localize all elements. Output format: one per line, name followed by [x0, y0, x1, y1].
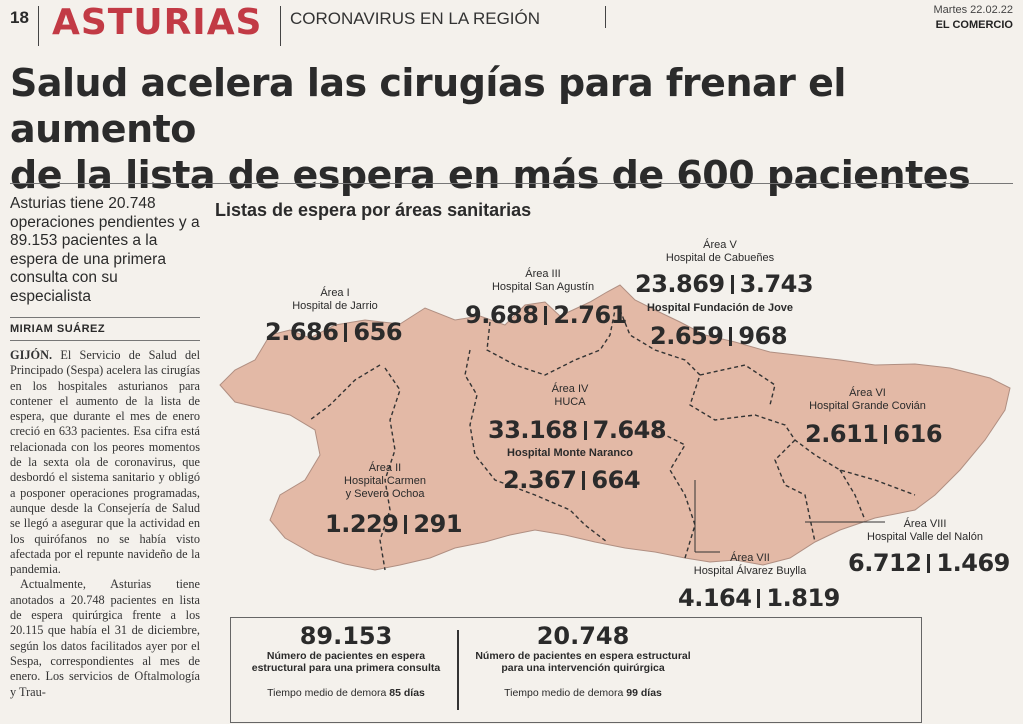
article-body: GIJÓN. El Servicio de Salud del Principa…	[10, 348, 200, 700]
area-boundaries	[309, 309, 916, 571]
summary-value: 89.153	[299, 622, 393, 650]
hospital-name: Hospital Fundación de Jove	[646, 302, 794, 314]
summary-wait: Tiempo medio de demora 85 días	[267, 687, 425, 699]
area-label: Área IV HUCA	[520, 383, 620, 409]
hospital-name: Hospital Valle del Nalón	[867, 531, 983, 543]
author-rule	[10, 340, 200, 341]
headline-rule	[10, 183, 1013, 184]
infographic-title: Listas de espera por áreas sanitarias	[215, 200, 532, 220]
area-label: Área II Hospital Carmen y Severo Ochoa	[320, 462, 450, 501]
area-figures: 6.712 1.469	[848, 549, 1010, 577]
article-lead: Asturias tiene 20.748 operaciones pendie…	[10, 195, 200, 305]
hospital-name: Hospital de Cabueñes	[665, 252, 775, 264]
area-label: Área III Hospital San Agustín	[473, 268, 613, 294]
summary-divider	[457, 630, 459, 710]
area-label: Área VII Hospital Álvarez Buylla	[680, 552, 820, 578]
summary-box: 89.153 Número de pacientes en espera est…	[230, 617, 922, 723]
subsection-title: CORONAVIRUS EN LA REGIÓN	[290, 9, 541, 28]
article-author: MIRIAM SUÁREZ	[10, 323, 106, 335]
area-label: Área VI Hospital Grande Covián	[795, 387, 940, 413]
hospital-name: Hospital Carmen	[344, 475, 426, 487]
masthead-divider	[38, 6, 39, 46]
hospital-name: Hospital Grande Covián	[809, 400, 926, 412]
area-label: Área V Hospital de Cabueñes	[645, 239, 795, 265]
region-outline	[219, 284, 1011, 571]
leader-lines	[694, 480, 885, 553]
summary-description: Número de pacientes en espera estructura…	[475, 650, 691, 662]
asturias-map	[219, 284, 1011, 571]
summary-description: estructural para una primera consulta	[251, 662, 441, 674]
hospital-name: HUCA	[554, 396, 586, 408]
hospital-name: Hospital Álvarez Buylla	[693, 565, 807, 577]
area-figures: 4.164 1.819	[678, 584, 840, 612]
area-figures: 2.611 616	[805, 420, 943, 448]
summary-surgery: 20.748 Número de pacientes en espera est…	[463, 622, 703, 699]
summary-description: para una intervención quirúrgica	[501, 662, 665, 674]
page-number: 18	[10, 8, 29, 27]
area-figures: 2.367 664	[503, 466, 641, 494]
area-label: Área VIII Hospital Valle del Nalón	[850, 518, 1000, 544]
area-figures: 23.869 3.743	[635, 270, 814, 298]
headline-line: de la lista de espera en más de 600 paci…	[10, 153, 971, 197]
summary-wait: Tiempo medio de demora 99 días	[504, 687, 662, 699]
lead-rule	[10, 317, 200, 318]
body-paragraph: GIJÓN. El Servicio de Salud del Principa…	[10, 348, 200, 577]
summary-value: 20.748	[536, 622, 630, 650]
newspaper-name: EL COMERCIO	[935, 19, 1013, 31]
dateline: GIJÓN.	[10, 348, 53, 362]
masthead-divider	[280, 6, 281, 46]
area-figures: 2.659 968	[650, 322, 788, 350]
summary-description: Número de pacientes en espera	[266, 650, 426, 662]
hospital-name: Hospital de Jarrio	[292, 300, 378, 312]
headline-line: Salud acelera las cirugías para frenar e…	[10, 61, 846, 151]
issue-date: Martes 22.02.22	[933, 4, 1014, 16]
area-figures: 2.686 656	[265, 318, 403, 346]
area-label: Área I Hospital de Jarrio	[270, 287, 400, 313]
article-headline: Salud acelera las cirugías para frenar e…	[10, 60, 1015, 198]
masthead-divider	[605, 6, 606, 28]
summary-consult: 89.153 Número de pacientes en espera est…	[241, 622, 451, 699]
body-paragraph: Actualmente, Asturias tiene anotados a 2…	[10, 577, 200, 699]
area-figures: 1.229 291	[325, 510, 463, 538]
hospital-name: Hospital Monte Naranco	[507, 447, 633, 459]
area-figures: 9.688 2.761	[465, 301, 627, 329]
area-figures: 33.168 7.648	[488, 416, 667, 444]
hospital-name: Hospital San Agustín	[491, 281, 595, 293]
hospital-name: y Severo Ochoa	[345, 488, 425, 500]
section-title: ASTURIAS	[52, 2, 263, 43]
